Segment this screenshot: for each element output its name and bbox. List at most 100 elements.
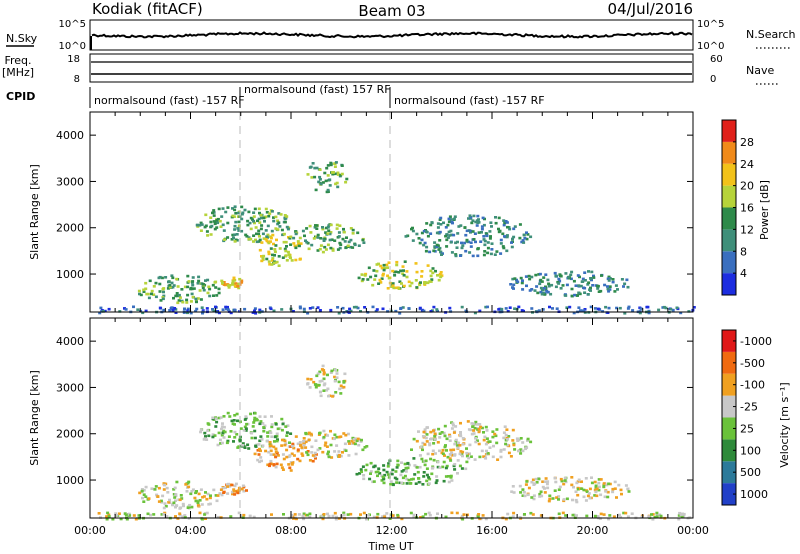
velocity-y-axis: 1000 2000 3000 4000 — [56, 335, 693, 487]
scatter-region — [220, 276, 244, 290]
scatter-region — [357, 260, 444, 290]
scatter-region — [258, 232, 303, 267]
scatter-region — [138, 480, 224, 510]
colorbar-tick-label: 24 — [740, 158, 754, 171]
nsearch-label: N.Search — [746, 28, 796, 41]
freq-panel: Freq. [MHz] 18 8 60 0 Nave — [2, 53, 778, 85]
colorbar-tick-label: 20 — [740, 180, 754, 193]
colorbar-swatch — [722, 120, 736, 142]
y-tick-label: 2000 — [56, 222, 84, 235]
colorbar-swatch — [722, 251, 736, 274]
nsky-tick-high: 10^5 — [59, 19, 86, 30]
x-tick-label: 04:00 — [175, 524, 207, 537]
velocity-panel: 1000 2000 3000 4000 Slant Range [km] 00:00 0… — [28, 317, 791, 553]
nave-tick-low: 0 — [710, 74, 716, 85]
nsky-label: N.Sky — [6, 32, 38, 45]
date-title: 04/Jul/2016 — [608, 0, 693, 18]
scatter-region — [199, 411, 293, 450]
colorbar-tick-label: 8 — [740, 245, 747, 258]
power-y-axis: 1000 2000 3000 4000 — [56, 129, 693, 281]
power-ylabel: Slant Range [km] — [28, 164, 41, 260]
velocity-x-axis: 00:00 04:00 08:00 12:00 16:00 20:00 00:00 — [74, 318, 709, 537]
scatter-region — [219, 482, 248, 496]
cpid-label: CPID — [6, 90, 35, 103]
station-title: Kodiak (fitACF) — [92, 0, 203, 18]
colorbar-swatch — [722, 373, 736, 396]
scatter-region — [288, 223, 366, 254]
y-tick-label: 4000 — [56, 335, 84, 348]
power-colorbar: 4 8 12 16 20 24 28 — [721, 119, 754, 296]
colorbar-tick-label: 1000 — [740, 488, 768, 501]
cpid-segment-2: normalsound (fast) 157 RF — [244, 83, 391, 96]
colorbar-swatch — [722, 185, 736, 208]
cpid-segment-3: normalsound (fast) -157 RF — [394, 94, 545, 107]
colorbar-tick-label: 100 — [740, 444, 761, 457]
colorbar-tick-label: 500 — [740, 466, 761, 479]
nave-tick-high: 60 — [710, 54, 723, 65]
power-x-ticks — [89, 112, 694, 312]
y-tick-label: 2000 — [56, 428, 84, 441]
colorbar-tick-label: -25 — [740, 401, 758, 414]
x-tick-label: 00:00 — [677, 524, 709, 537]
nsearch-tick-high: 10^5 — [697, 19, 724, 30]
nave-label: Nave — [746, 64, 774, 77]
colorbar-swatch — [722, 163, 736, 186]
colorbar-tick-label: -100 — [740, 379, 765, 392]
colorbar-swatch — [722, 417, 736, 440]
scatter-region — [288, 429, 369, 459]
scatter-region — [306, 364, 347, 398]
colorbar-swatch — [722, 229, 736, 252]
colorbar-swatch — [722, 330, 736, 352]
scatter-region — [509, 270, 630, 298]
freq-tick-high: 18 — [67, 54, 80, 65]
velocity-data — [97, 364, 692, 521]
colorbar-tick-label: 12 — [740, 223, 754, 236]
freq-label: Freq. — [4, 54, 31, 67]
x-tick-label: 20:00 — [577, 524, 609, 537]
scatter-region — [195, 205, 291, 244]
nsky-tick-low: 10^0 — [59, 41, 86, 52]
velocity-ylabel: Slant Range [km] — [28, 370, 41, 466]
scatter-region — [97, 511, 692, 521]
freq-tick-low: 8 — [74, 74, 80, 85]
colorbar-swatch — [722, 461, 736, 484]
power-colorbar-label: Power [dB] — [758, 180, 771, 240]
y-tick-label: 1000 — [56, 474, 84, 487]
y-tick-label: 4000 — [56, 129, 84, 142]
colorbar-swatch — [722, 439, 736, 462]
y-tick-label: 3000 — [56, 175, 84, 188]
x-tick-label: 00:00 — [74, 524, 106, 537]
power-panel: 1000 2000 3000 4000 Slant Range [km] 4 8 12 16… — [28, 111, 771, 315]
x-tick-label: 16:00 — [476, 524, 508, 537]
colorbar-tick-label: 25 — [740, 422, 754, 435]
scatter-region — [404, 214, 533, 258]
freq-unit: [MHz] — [2, 66, 34, 79]
colorbar-swatch — [722, 483, 736, 505]
velocity-colorbar: 1000 500 100 25 -25 -100 -500 -1000 — [721, 329, 772, 506]
cpid-strip: CPID normalsound (fast) -157 RF normalso… — [6, 83, 545, 108]
nsearch-tick-low: 10^0 — [697, 41, 724, 52]
colorbar-swatch — [722, 273, 736, 295]
beam-title: Beam 03 — [358, 2, 425, 20]
x-tick-label: 08:00 — [275, 524, 307, 537]
y-tick-label: 3000 — [56, 381, 84, 394]
colorbar-tick-label: -500 — [740, 357, 765, 370]
colorbar-tick-label: 16 — [740, 202, 754, 215]
colorbar-tick-label: 4 — [740, 267, 747, 280]
scatter-region — [253, 438, 318, 472]
cpid-segment-1: normalsound (fast) -157 RF — [94, 94, 245, 107]
nsky-panel: N.Sky 10^5 10^0 10^5 10^0 N.Search — [6, 19, 796, 52]
nsky-trace — [91, 31, 693, 39]
colorbar-swatch — [722, 395, 736, 418]
scatter-region — [98, 305, 696, 315]
power-data — [98, 161, 696, 315]
colorbar-tick-label: 28 — [740, 136, 754, 149]
scatter-region — [355, 457, 468, 487]
scatter-region — [306, 161, 349, 194]
y-tick-label: 1000 — [56, 268, 84, 281]
scatter-region — [510, 476, 631, 504]
freq-frame — [89, 53, 694, 83]
colorbar-swatch — [722, 207, 736, 230]
colorbar-tick-label: -1000 — [740, 335, 772, 348]
nsky-frame — [89, 19, 694, 51]
